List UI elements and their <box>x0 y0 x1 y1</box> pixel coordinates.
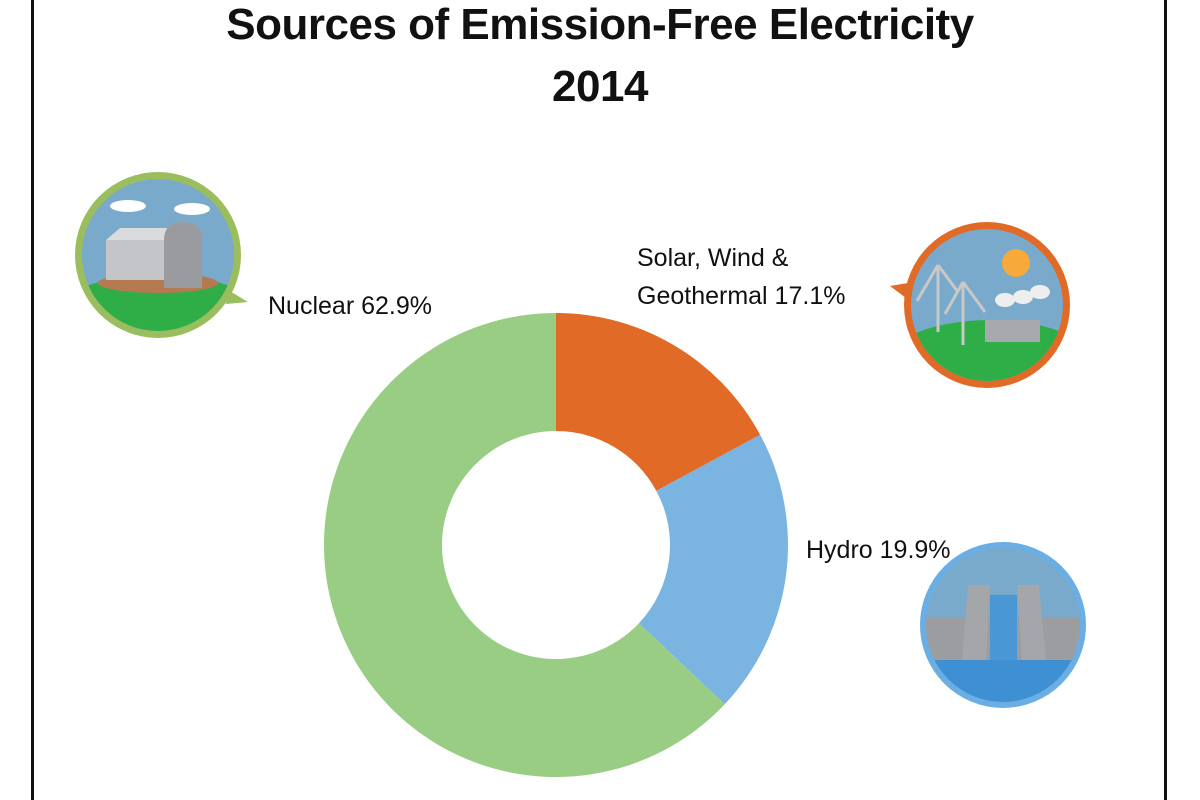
wind-solar-geothermal-icon <box>890 222 1070 388</box>
hydro-dam-icon <box>920 542 1086 708</box>
nuclear-plant-icon <box>75 172 248 338</box>
frame-left-border <box>31 0 34 800</box>
chart-title: Sources of Emission-Free Electricity <box>226 0 974 49</box>
label-hydro: Hydro 19.9% <box>806 536 951 564</box>
frame-right-border <box>1164 0 1167 800</box>
label-nuclear: Nuclear 62.9% <box>268 292 432 320</box>
label-solar-wind-geothermal-line1: Solar, Wind & <box>637 244 789 272</box>
chart-subtitle: 2014 <box>552 62 648 111</box>
slice-hydro <box>638 434 789 705</box>
slice-nuclear <box>323 313 725 777</box>
label-solar-wind-geothermal-line2: Geothermal 17.1% <box>637 282 846 310</box>
slice-solar-wind-geothermal <box>556 313 761 491</box>
